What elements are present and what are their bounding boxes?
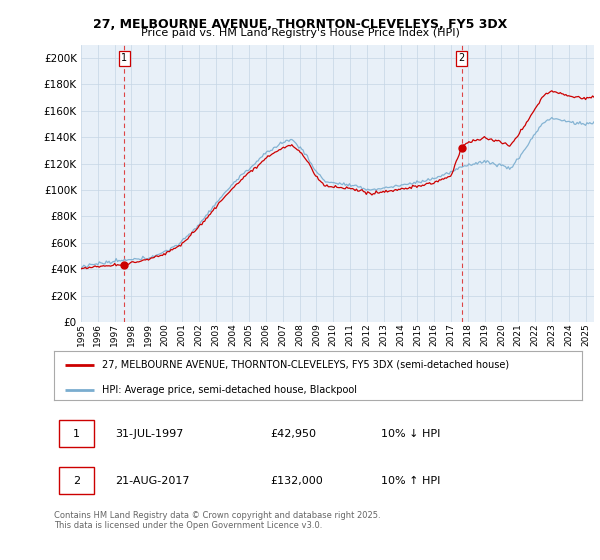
- Text: £132,000: £132,000: [271, 475, 323, 486]
- Text: 10% ↑ HPI: 10% ↑ HPI: [382, 475, 441, 486]
- Text: 31-JUL-1997: 31-JUL-1997: [115, 428, 183, 438]
- Text: £42,950: £42,950: [271, 428, 316, 438]
- Text: Contains HM Land Registry data © Crown copyright and database right 2025.
This d: Contains HM Land Registry data © Crown c…: [54, 511, 380, 530]
- Text: Price paid vs. HM Land Registry's House Price Index (HPI): Price paid vs. HM Land Registry's House …: [140, 28, 460, 38]
- Text: HPI: Average price, semi-detached house, Blackpool: HPI: Average price, semi-detached house,…: [101, 385, 356, 395]
- FancyBboxPatch shape: [59, 467, 94, 494]
- Text: 21-AUG-2017: 21-AUG-2017: [115, 475, 189, 486]
- Text: 1: 1: [121, 53, 127, 63]
- Text: 27, MELBOURNE AVENUE, THORNTON-CLEVELEYS, FY5 3DX: 27, MELBOURNE AVENUE, THORNTON-CLEVELEYS…: [93, 18, 507, 31]
- Text: 2: 2: [73, 475, 80, 486]
- Text: 1: 1: [73, 428, 80, 438]
- FancyBboxPatch shape: [59, 420, 94, 447]
- Text: 10% ↓ HPI: 10% ↓ HPI: [382, 428, 441, 438]
- Text: 27, MELBOURNE AVENUE, THORNTON-CLEVELEYS, FY5 3DX (semi-detached house): 27, MELBOURNE AVENUE, THORNTON-CLEVELEYS…: [101, 360, 509, 370]
- Text: 2: 2: [458, 53, 465, 63]
